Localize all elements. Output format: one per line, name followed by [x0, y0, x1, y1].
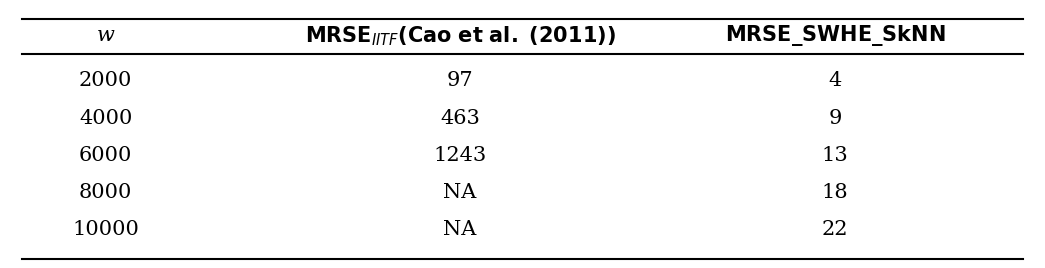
Text: 463: 463: [440, 109, 480, 128]
Text: 4: 4: [829, 72, 842, 91]
Text: 9: 9: [829, 109, 842, 128]
Text: 4000: 4000: [79, 109, 133, 128]
Text: $\mathbf{MRSE}_{IITF}$$\mathbf{(Cao\ et\ al.\ (2011))}$: $\mathbf{MRSE}_{IITF}$$\mathbf{(Cao\ et\…: [304, 24, 616, 48]
Text: 10000: 10000: [72, 220, 139, 239]
Text: NA: NA: [443, 183, 477, 202]
Text: NA: NA: [443, 220, 477, 239]
Text: 97: 97: [446, 72, 473, 91]
Text: 8000: 8000: [79, 183, 133, 202]
Text: w: w: [97, 26, 115, 45]
Text: 18: 18: [821, 183, 849, 202]
Text: $\mathbf{MRSE\_SWHE\_SkNN}$: $\mathbf{MRSE\_SWHE\_SkNN}$: [725, 23, 946, 48]
Text: 1243: 1243: [434, 146, 487, 165]
Text: 22: 22: [822, 220, 849, 239]
Text: 13: 13: [821, 146, 849, 165]
Text: 6000: 6000: [79, 146, 133, 165]
Text: 2000: 2000: [79, 72, 133, 91]
